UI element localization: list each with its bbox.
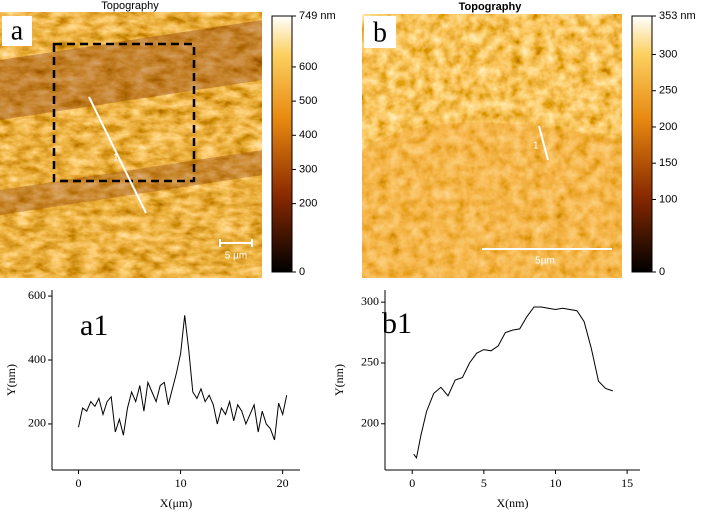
- colorbar-tick-label: 0: [299, 266, 305, 278]
- colorbar-tick-label: 0: [659, 266, 665, 278]
- y-tick-label: 300: [361, 294, 379, 308]
- y-tick-label: 400: [28, 352, 46, 366]
- x-tick-label: 15: [621, 476, 633, 490]
- x-tick-label: 10: [175, 476, 187, 490]
- panel-label: b: [373, 17, 387, 48]
- colorbar-tick-label: 200: [659, 121, 677, 133]
- colorbar-tick-label: 100: [659, 193, 677, 205]
- scale-bar-label: 5 µm: [225, 251, 247, 262]
- afm-image-a: [0, 12, 262, 278]
- colorbar-tick-label: 200: [299, 198, 317, 210]
- profile-label: 1: [113, 153, 119, 164]
- chart-title: b1: [382, 307, 412, 340]
- scale-bar-label: 5µm: [535, 256, 555, 267]
- colorbar-tick-label: 400: [299, 129, 317, 141]
- x-tick-label: 20: [277, 476, 289, 490]
- x-axis-label: X(nm): [497, 496, 529, 510]
- x-tick-label: 5: [481, 476, 487, 490]
- x-tick-label: 0: [409, 476, 415, 490]
- y-axis-label: Y(nm): [4, 364, 18, 396]
- y-tick-label: 200: [28, 416, 46, 430]
- colorbar-tick-label: 353 nm: [659, 10, 696, 22]
- panel-title: Topography: [101, 0, 159, 12]
- y-tick-label: 600: [28, 288, 46, 302]
- x-axis-label: X(μm): [160, 496, 192, 510]
- colorbar-tick-label: 500: [299, 95, 317, 107]
- y-axis-label: Y(nm): [332, 364, 346, 396]
- chart-title: a1: [80, 309, 108, 342]
- colorbar-tick-label: 600: [299, 61, 317, 73]
- colorbar-tick-label: 150: [659, 157, 677, 169]
- colorbar-tick-label: 300: [299, 163, 317, 175]
- profile-label: 1: [533, 141, 539, 152]
- y-tick-label: 200: [361, 416, 379, 430]
- afm-image-b: [362, 14, 622, 278]
- x-tick-label: 10: [549, 476, 561, 490]
- panel-label: a: [11, 15, 24, 46]
- panel-title: Topography: [459, 1, 523, 13]
- x-tick-label: 0: [76, 476, 82, 490]
- colorbar-tick-label: 300: [659, 48, 677, 60]
- colorbar-tick-label: 749 nm: [299, 10, 336, 22]
- data-line: [413, 306, 613, 459]
- data-line: [78, 315, 288, 441]
- colorbar: [271, 15, 293, 273]
- colorbar-tick-label: 250: [659, 85, 677, 97]
- colorbar: [631, 15, 653, 273]
- y-tick-label: 250: [361, 355, 379, 369]
